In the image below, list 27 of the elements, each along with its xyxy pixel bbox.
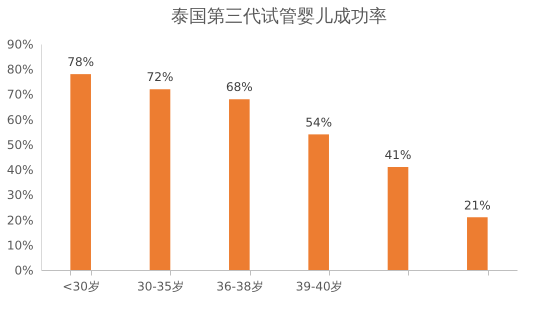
x-tick-label: 30-35岁 bbox=[137, 280, 184, 294]
y-tick-label: 80% bbox=[6, 62, 34, 77]
y-tick-label: 60% bbox=[6, 112, 34, 127]
data-label: 72% bbox=[146, 70, 174, 84]
data-label: 21% bbox=[464, 198, 491, 212]
bar bbox=[467, 217, 488, 270]
y-tick-label: 10% bbox=[6, 238, 34, 252]
y-tick-label: 40% bbox=[6, 163, 34, 178]
x-tick-label: 36-38岁 bbox=[216, 280, 264, 294]
data-label: 78% bbox=[67, 55, 94, 70]
y-tick-label: 90% bbox=[6, 38, 34, 52]
x-tick-label: 39-40岁 bbox=[296, 280, 343, 294]
data-label: 54% bbox=[305, 115, 332, 130]
data-label: 41% bbox=[384, 148, 412, 162]
chart-title: 泰国第三代试管婴儿成功率 bbox=[171, 6, 387, 27]
bar bbox=[70, 74, 91, 270]
bar bbox=[229, 99, 250, 270]
bar bbox=[308, 134, 329, 270]
bar bbox=[150, 89, 170, 270]
y-tick-label: 30% bbox=[6, 188, 34, 202]
data-label: 68% bbox=[226, 80, 253, 94]
y-tick-label: 20% bbox=[6, 213, 34, 228]
y-tick-label: 50% bbox=[6, 138, 34, 152]
y-tick-label: 70% bbox=[6, 88, 34, 102]
x-tick-label: <30岁 bbox=[62, 280, 100, 294]
bar bbox=[388, 167, 408, 270]
y-tick-label: 0% bbox=[14, 264, 34, 278]
